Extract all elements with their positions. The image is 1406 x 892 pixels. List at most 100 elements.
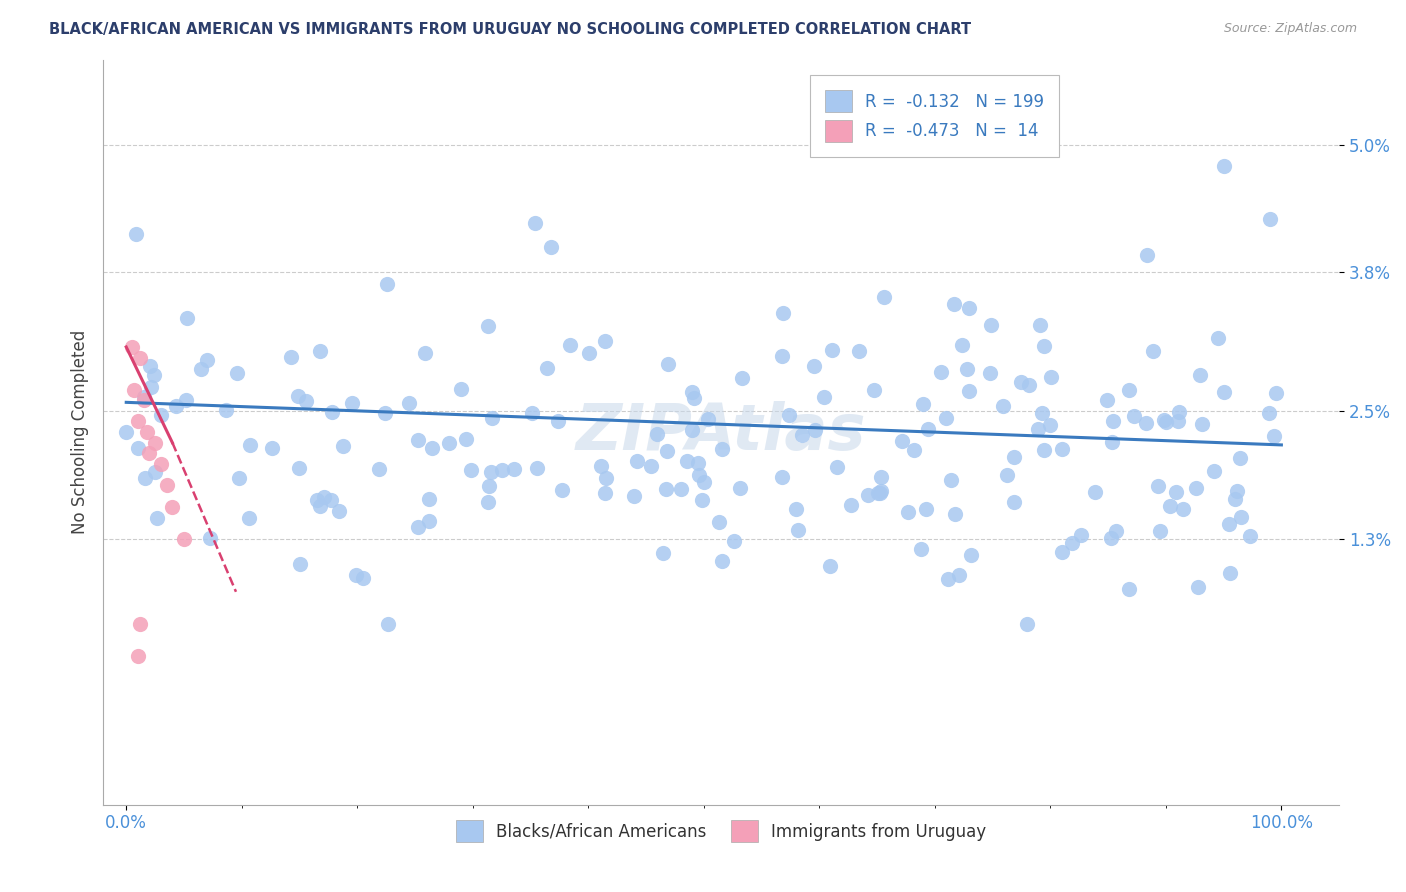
Point	[911, 397, 934, 411]
Point	[1149, 524, 1171, 538]
Point	[770, 470, 793, 484]
Point	[308, 499, 330, 513]
Point	[450, 382, 472, 396]
Point	[377, 616, 399, 631]
Point	[312, 490, 335, 504]
Point	[162, 500, 184, 514]
Point	[803, 359, 825, 373]
Point	[728, 481, 751, 495]
Point	[1018, 378, 1040, 392]
Point	[1166, 484, 1188, 499]
Point	[688, 468, 710, 483]
Point	[1101, 434, 1123, 449]
Point	[839, 499, 862, 513]
Point	[593, 334, 616, 349]
Point	[1118, 383, 1140, 397]
Point	[1070, 528, 1092, 542]
Point	[127, 648, 149, 663]
Point	[418, 514, 440, 528]
Point	[1167, 414, 1189, 428]
Point	[690, 493, 713, 508]
Point	[671, 482, 693, 496]
Point	[139, 359, 162, 374]
Point	[280, 350, 302, 364]
Point	[1159, 499, 1181, 513]
Point	[676, 454, 699, 468]
Point	[547, 414, 569, 428]
Point	[1265, 385, 1288, 400]
Point	[891, 434, 914, 448]
Point	[1060, 536, 1083, 550]
Legend: R =  -0.132   N = 199, R =  -0.473   N =  14: R = -0.132 N = 199, R = -0.473 N = 14	[810, 76, 1059, 157]
Point	[321, 405, 343, 419]
Point	[558, 338, 581, 352]
Point	[456, 432, 478, 446]
Point	[593, 485, 616, 500]
Point	[127, 441, 149, 455]
Point	[1026, 422, 1049, 436]
Point	[406, 520, 429, 534]
Point	[957, 384, 980, 398]
Point	[420, 441, 443, 455]
Point	[477, 318, 499, 333]
Point	[134, 471, 156, 485]
Point	[1050, 442, 1073, 456]
Point	[943, 507, 966, 521]
Point	[1202, 464, 1225, 478]
Text: Source: ZipAtlas.com: Source: ZipAtlas.com	[1223, 22, 1357, 36]
Point	[418, 491, 440, 506]
Point	[813, 390, 835, 404]
Point	[1189, 368, 1212, 382]
Point	[226, 366, 249, 380]
Point	[288, 461, 311, 475]
Point	[787, 523, 810, 537]
Point	[950, 338, 973, 352]
Point	[368, 462, 391, 476]
Point	[683, 391, 706, 405]
Point	[578, 346, 600, 360]
Point	[215, 403, 238, 417]
Point	[176, 310, 198, 325]
Point	[1173, 502, 1195, 516]
Point	[870, 470, 893, 484]
Point	[173, 532, 195, 546]
Point	[332, 439, 354, 453]
Point	[1102, 414, 1125, 428]
Point	[825, 459, 848, 474]
Point	[820, 559, 842, 574]
Point	[1105, 524, 1128, 539]
Point	[960, 549, 983, 563]
Point	[190, 362, 212, 376]
Point	[1084, 484, 1107, 499]
Point	[142, 368, 165, 382]
Point	[1002, 495, 1025, 509]
Point	[328, 504, 350, 518]
Point	[522, 407, 544, 421]
Point	[127, 415, 149, 429]
Point	[143, 465, 166, 479]
Point	[309, 344, 332, 359]
Point	[1263, 429, 1285, 443]
Point	[897, 505, 920, 519]
Point	[917, 422, 939, 436]
Point	[943, 297, 966, 311]
Point	[149, 408, 172, 422]
Point	[1239, 529, 1261, 543]
Point	[681, 423, 703, 437]
Point	[319, 493, 342, 508]
Point	[523, 216, 546, 230]
Point	[681, 385, 703, 400]
Point	[821, 343, 844, 357]
Point	[132, 390, 155, 404]
Point	[1029, 318, 1052, 332]
Point	[198, 531, 221, 545]
Point	[645, 426, 668, 441]
Point	[929, 365, 952, 379]
Point	[375, 277, 398, 292]
Point	[295, 394, 318, 409]
Point	[1032, 443, 1054, 458]
Point	[956, 362, 979, 376]
Point	[1258, 212, 1281, 227]
Point	[1095, 392, 1118, 407]
Point	[1039, 417, 1062, 432]
